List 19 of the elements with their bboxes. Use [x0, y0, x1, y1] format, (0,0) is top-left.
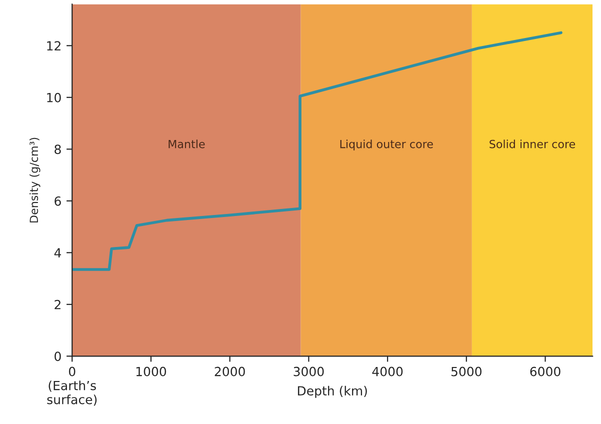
y-tick-label: 8 — [54, 144, 61, 154]
y-tick-label: 2 — [54, 300, 60, 310]
y-tick-label: 0 — [54, 352, 61, 362]
x-tick-label: 6000 — [530, 366, 560, 376]
x-tick-label: 5000 — [451, 366, 482, 376]
x-tick-label: 1000 — [136, 366, 166, 376]
band-label: Mantle — [168, 140, 205, 148]
x-tick-label: 3000 — [294, 366, 324, 376]
x-tick-label: 2000 — [214, 366, 245, 376]
y-axis-title: Density (g/cm³) — [29, 138, 40, 222]
y-tick-label: 6 — [54, 196, 61, 206]
band-label: Solid inner core — [490, 140, 576, 148]
y-tick-label: 4 — [54, 248, 61, 258]
y-tick-label: 12 — [47, 41, 60, 50]
x-tick-label: 0 (Earth’s surface) — [47, 366, 97, 406]
x-axis-title: Depth (km) — [298, 386, 367, 398]
band-label: Liquid outer core — [340, 140, 433, 150]
x-tick-label: 4000 — [372, 366, 403, 376]
y-tick-label: 10 — [47, 92, 61, 102]
